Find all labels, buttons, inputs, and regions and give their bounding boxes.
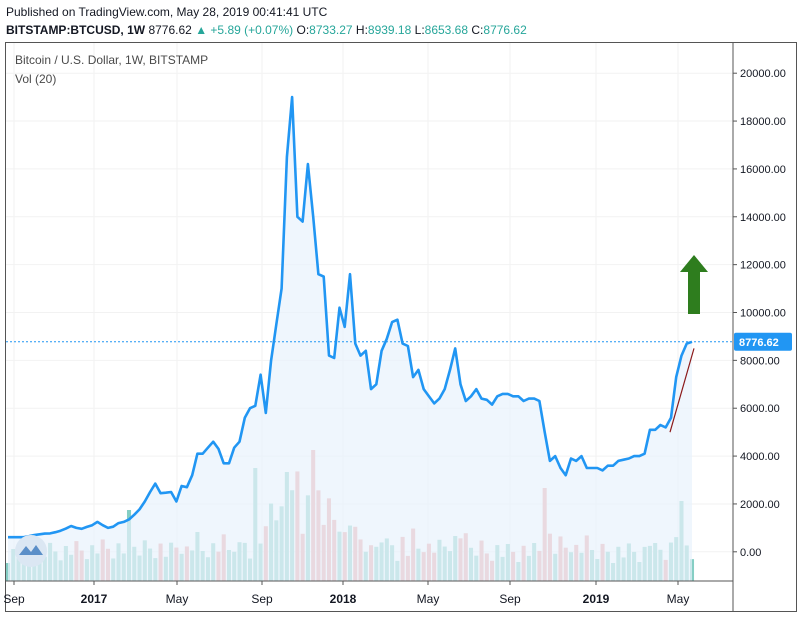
- high-label: H:: [355, 23, 368, 37]
- price-axis-tick-label: 12000.00: [740, 260, 786, 272]
- last-price-tag: 8776.62: [734, 332, 792, 351]
- close-value: 8776.62: [483, 23, 527, 37]
- last-price-tag-text: 8776.62: [739, 337, 779, 349]
- time-axis-tick-label: Sep: [499, 592, 521, 606]
- high-value: 8939.18: [367, 23, 412, 37]
- last-price: 8776.62: [148, 23, 192, 37]
- low-value: 8653.68: [424, 23, 469, 37]
- time-axis-tick-label: May: [417, 592, 440, 606]
- price-axis-tick-label: 2000.00: [740, 499, 780, 511]
- price-axis: 20000.00 18000.00 16000.00 14000.00 12000.00…: [733, 68, 786, 559]
- symbol-label: BITSTAMP:BTCUSD, 1W: [6, 23, 146, 37]
- chart-title: Bitcoin / U.S. Dollar, 1W, BITSTAMP: [15, 53, 209, 67]
- price-line: [8, 95, 693, 539]
- price-change: +5.89 (+0.07%): [210, 23, 294, 37]
- price-axis-tick-label: 18000.00: [740, 116, 786, 128]
- open-value: 8733.27: [309, 23, 353, 37]
- up-arrow-icon: ▲: [195, 23, 208, 37]
- time-axis-tick-label: May: [166, 592, 189, 606]
- time-axis-tick-label: Sep: [3, 592, 25, 606]
- price-axis-tick-label: 20000.00: [740, 68, 786, 80]
- price-axis-tick-label: 16000.00: [740, 164, 786, 176]
- volume-indicator-label: Vol (20): [15, 72, 57, 86]
- trend-line: [669, 348, 695, 433]
- time-axis: Sep 2017 May Sep 2018 May Sep 2019 May: [3, 581, 689, 606]
- price-axis-tick-label: 8000.00: [740, 355, 780, 367]
- tradingview-logo-icon[interactable]: [15, 535, 47, 567]
- price-axis-tick-label: 4000.00: [740, 451, 780, 463]
- price-axis-tick-label: 10000.00: [740, 308, 786, 320]
- price-axis-tick-label: 14000.00: [740, 212, 786, 224]
- symbol-ohlc-line: BITSTAMP:BTCUSD, 1W 8776.62 ▲ +5.89 (+0.…: [6, 23, 527, 37]
- last-price-tag-bg: [734, 332, 792, 351]
- open-label: O:: [296, 23, 310, 37]
- published-caption: Published on TradingView.com, May 28, 20…: [6, 5, 328, 19]
- time-axis-tick-label: 2017: [81, 592, 108, 606]
- time-axis-tick-label: May: [667, 592, 690, 606]
- time-axis-tick-label: Sep: [251, 592, 273, 606]
- low-label: L:: [414, 23, 425, 37]
- time-axis-tick-label: 2018: [330, 592, 357, 606]
- price-area-fill: [8, 97, 692, 581]
- price-axis-tick-label: 6000.00: [740, 403, 780, 415]
- up-arrow-annotation-icon: [680, 255, 708, 314]
- time-axis-tick-label: 2019: [583, 592, 610, 606]
- close-label: C:: [471, 23, 484, 37]
- price-axis-tick-label: 0.00: [740, 547, 761, 559]
